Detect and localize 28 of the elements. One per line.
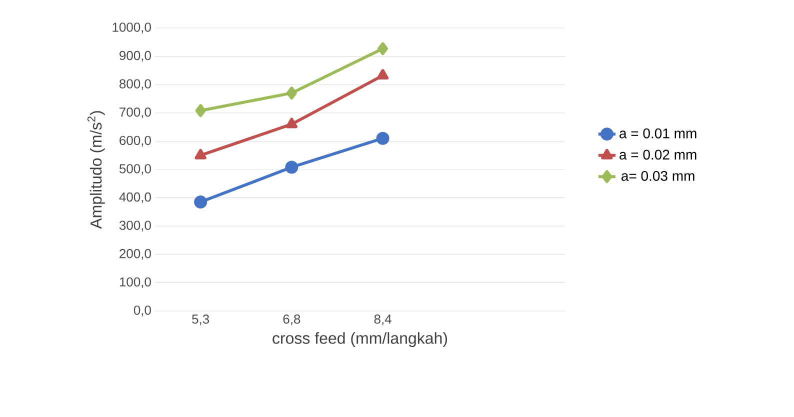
y-tick-label: 100,0: [120, 277, 151, 288]
point: [285, 160, 298, 174]
y-tick-label: 900,0: [120, 50, 151, 62]
legend-label: a = 0.02 mm: [620, 150, 696, 160]
point: [194, 196, 208, 209]
y-axis-title: Amplitudo (m/s$^{2}$): [87, 111, 105, 229]
y-tick-label: 0,0: [134, 306, 151, 316]
y-tick-label: 300,0: [119, 220, 151, 232]
y-tick-label: 400,0: [119, 192, 151, 204]
legend-label: a = 0.01 mm: [620, 128, 696, 138]
x-tick-label: 8,4: [374, 314, 392, 326]
legend-label: a= 0.03 mm: [622, 170, 694, 181]
point: [378, 42, 388, 56]
y-tick-label: 600,0: [120, 136, 151, 147]
x-axis-title: cross feed (mm/langkah): [272, 332, 447, 348]
point: [376, 69, 389, 80]
x-tick-label: 5,3: [192, 314, 210, 326]
y-tick-label: 500,0: [119, 164, 151, 175]
point: [286, 118, 298, 128]
y-tick-label: 700,0: [120, 108, 151, 118]
point: [194, 148, 206, 160]
y-tick-label: 1000,0: [112, 22, 151, 34]
point: [195, 104, 206, 118]
x-tick-label: 6,8: [283, 314, 300, 326]
point: [286, 86, 297, 100]
point: [376, 132, 390, 145]
y-tick-label: 200,0: [120, 249, 151, 260]
y-tick-label: 800,0: [120, 79, 151, 90]
